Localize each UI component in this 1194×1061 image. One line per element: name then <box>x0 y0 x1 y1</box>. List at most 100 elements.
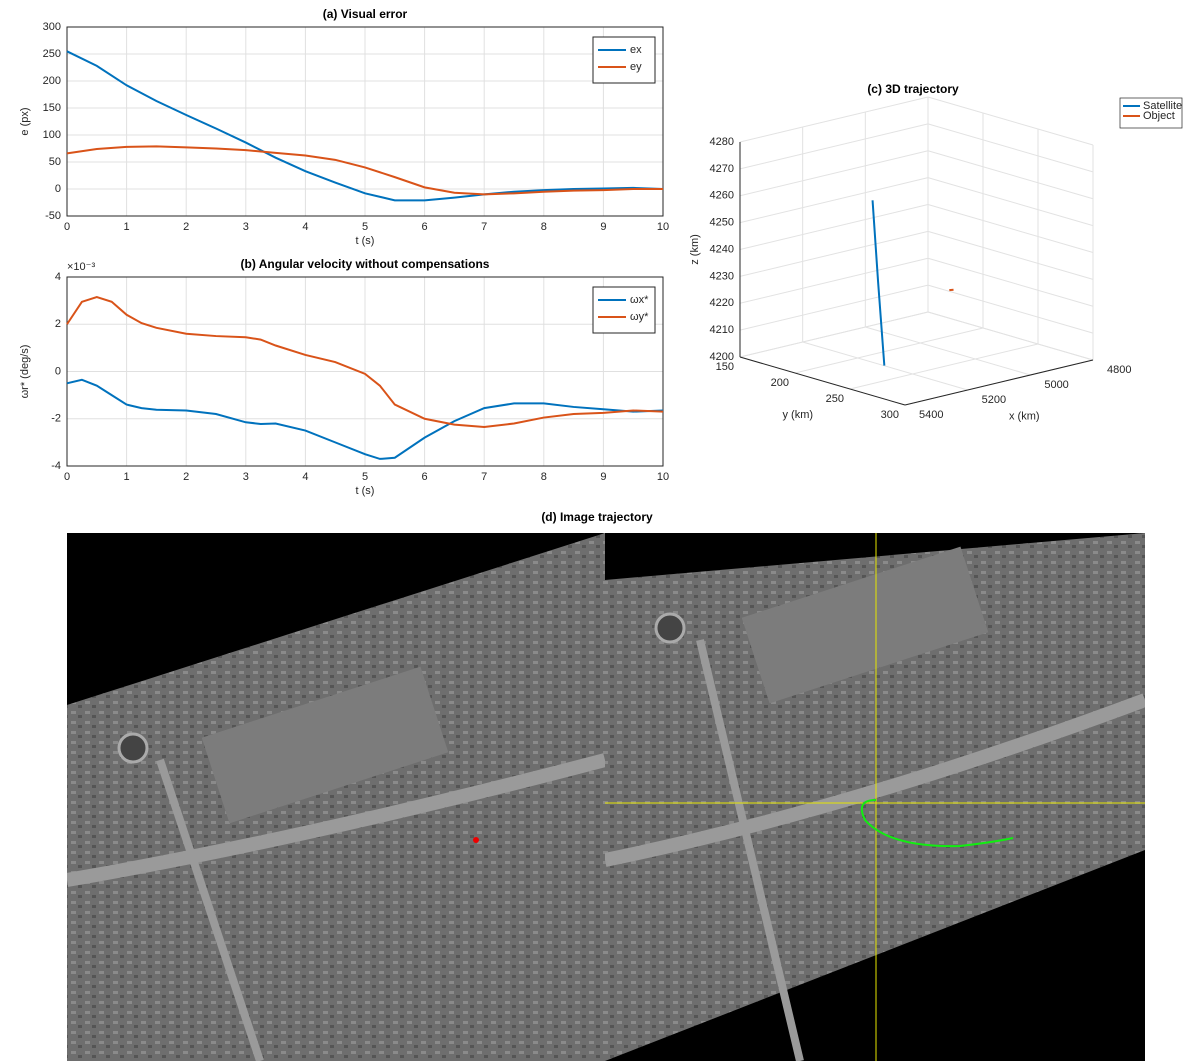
grid-line <box>927 257 1094 307</box>
grid-line <box>927 311 1094 361</box>
x-tick-label: 5 <box>362 471 368 483</box>
image-trajectory <box>860 799 1014 848</box>
y-tick-label: 250 <box>43 48 61 60</box>
x-tick-label: 8 <box>541 221 547 233</box>
grid-line <box>927 230 1094 280</box>
chart-title: (d) Image trajectory <box>541 510 653 524</box>
grid-line <box>849 343 1039 390</box>
x-tick-label: 5400 <box>919 409 943 421</box>
x-tick-label: 3 <box>243 471 249 483</box>
grid-line <box>739 177 929 224</box>
y-tick-label: 0 <box>55 365 61 377</box>
x-tick-label: 10 <box>657 221 669 233</box>
legend-label: ωx* <box>630 294 649 306</box>
y-tick-label: 0 <box>55 183 61 195</box>
z-tick-label: 4280 <box>710 136 734 148</box>
y-axis-label: y (km) <box>783 409 814 421</box>
legend <box>592 286 656 334</box>
grid-line <box>739 311 929 358</box>
z-tick-label: 4230 <box>710 270 734 282</box>
z-tick-label: 4240 <box>710 243 734 255</box>
grid-line <box>927 177 1094 227</box>
grid-line <box>739 123 929 170</box>
series-line <box>871 200 886 366</box>
x-tick-label: 7 <box>481 221 487 233</box>
x-tick-label: 1 <box>124 221 130 233</box>
x-tick-label: 5 <box>362 221 368 233</box>
y-tick-label: 4 <box>55 271 61 283</box>
y-tick-label: 200 <box>43 75 61 87</box>
grid-line <box>927 150 1094 200</box>
grid-line <box>794 327 984 374</box>
axes-box <box>66 26 664 217</box>
y-tick-label: 200 <box>771 377 789 389</box>
legend-label: Satellite <box>1143 100 1182 112</box>
x-tick-label: 4 <box>302 471 308 483</box>
z-tick-label: 4200 <box>710 351 734 363</box>
z-tick-label: 4260 <box>710 190 734 202</box>
y-tick-label: -4 <box>51 460 61 472</box>
legend-label: ey <box>630 61 642 73</box>
legend-label: ωy* <box>630 311 649 323</box>
y-tick-label: 100 <box>43 129 61 141</box>
grid-line <box>739 230 929 277</box>
x-tick-label: 8 <box>541 471 547 483</box>
y-tick-label: 150 <box>43 102 61 114</box>
y-axis-label: ωr* (deg/s) <box>19 345 31 399</box>
grid-line <box>927 123 1094 173</box>
z-tick-label: 4210 <box>710 324 734 336</box>
y-tick-label: 300 <box>43 21 61 33</box>
axis-line <box>904 359 1094 406</box>
y-axis-label: e (px) <box>19 107 31 135</box>
y-multiplier: ×10⁻³ <box>67 261 95 273</box>
z-axis-label: z (km) <box>689 234 701 265</box>
grid-line <box>802 341 968 391</box>
series-line <box>66 50 664 202</box>
x-tick-label: 0 <box>64 221 70 233</box>
x-tick-label: 6 <box>422 471 428 483</box>
x-tick-label: 9 <box>600 221 606 233</box>
series-line <box>66 296 664 429</box>
grid-line <box>927 96 1094 146</box>
x-tick-label: 1 <box>124 471 130 483</box>
x-tick-label: 10 <box>657 471 669 483</box>
grid-line <box>739 284 929 331</box>
legend-label: Object <box>1143 110 1175 122</box>
z-tick-label: 4270 <box>710 163 734 175</box>
y-tick-label: 250 <box>826 393 844 405</box>
x-axis-label: t (s) <box>356 235 375 247</box>
x-axis-label: t (s) <box>356 485 375 497</box>
x-tick-label: 4800 <box>1107 364 1131 376</box>
x-tick-label: 2 <box>183 221 189 233</box>
y-tick-label: -2 <box>51 413 61 425</box>
grid-line <box>739 96 929 143</box>
x-tick-label: 5000 <box>1044 379 1068 391</box>
x-tick-label: 3 <box>243 221 249 233</box>
legend-label: ex <box>630 44 642 56</box>
x-tick-label: 5200 <box>982 394 1006 406</box>
y-tick-label: 2 <box>55 318 61 330</box>
left-terrain <box>67 533 605 1061</box>
chart-title: (a) Visual error <box>323 7 408 21</box>
z-tick-label: 4220 <box>710 297 734 309</box>
y-tick-label: 150 <box>716 361 734 373</box>
grid-line <box>865 326 1031 376</box>
grid-line <box>927 204 1094 253</box>
x-tick-label: 4 <box>302 221 308 233</box>
y-tick-label: 300 <box>881 409 899 421</box>
series-line <box>66 145 663 196</box>
x-tick-label: 0 <box>64 471 70 483</box>
chart-title: (b) Angular velocity without compensatio… <box>241 257 490 271</box>
grid-line <box>739 204 929 250</box>
y-tick-label: -50 <box>45 210 61 222</box>
legend <box>592 36 656 84</box>
grid-line <box>927 284 1094 334</box>
y-tick-label: 50 <box>49 156 61 168</box>
z-tick-label: 4250 <box>710 217 734 229</box>
x-tick-label: 7 <box>481 471 487 483</box>
grid-line <box>739 257 929 304</box>
image-panels <box>67 533 1145 1061</box>
axis-line <box>739 356 906 406</box>
series-line <box>66 378 664 460</box>
